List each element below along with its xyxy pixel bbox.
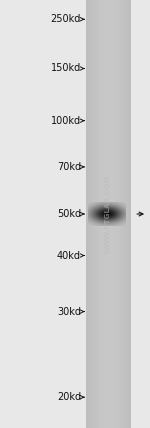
Text: WWW.PTGLAB.COM: WWW.PTGLAB.COM	[105, 174, 111, 254]
Text: 40kd: 40kd	[57, 250, 81, 261]
Text: 20kd: 20kd	[57, 392, 81, 402]
Text: 30kd: 30kd	[57, 306, 81, 317]
Text: 50kd: 50kd	[57, 209, 81, 219]
Text: 150kd: 150kd	[51, 63, 81, 74]
Text: 70kd: 70kd	[57, 162, 81, 172]
Text: 250kd: 250kd	[51, 14, 81, 24]
Text: 100kd: 100kd	[51, 116, 81, 126]
